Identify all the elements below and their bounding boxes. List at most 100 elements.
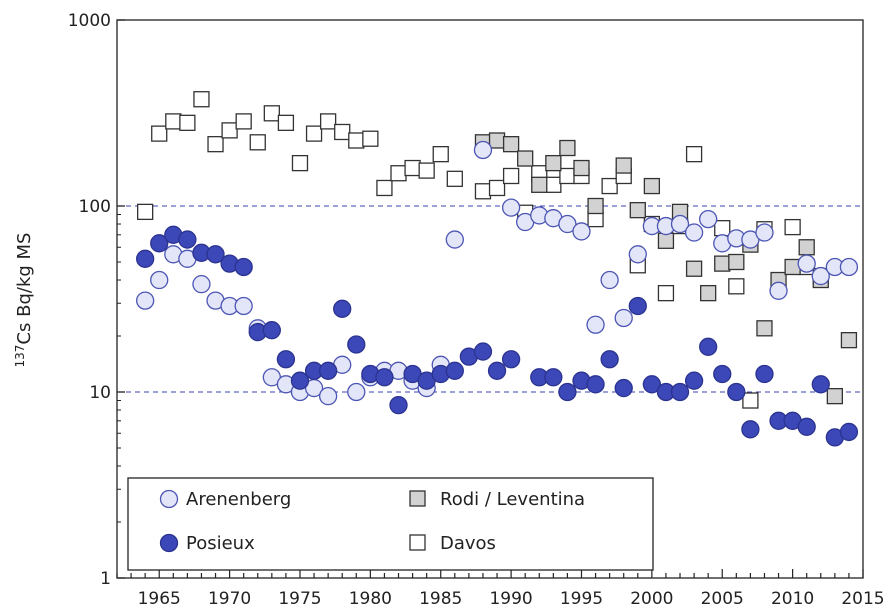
data-point-posieux	[375, 368, 394, 387]
data-point-arenenberg	[347, 382, 366, 402]
data-point-davos	[657, 284, 675, 302]
y-tick-label: 10	[89, 383, 111, 403]
data-point-posieux	[290, 371, 310, 390]
plot-frame	[116, 19, 864, 579]
data-point-posieux	[699, 337, 718, 356]
data-point-arenenberg	[318, 386, 338, 406]
data-point-rodi-leventina	[531, 176, 548, 193]
data-point-davos	[207, 136, 224, 153]
data-point-davos	[728, 278, 745, 295]
data-point-davos	[390, 165, 407, 182]
data-point-rodi-leventina	[559, 139, 576, 157]
data-point-davos	[362, 130, 379, 147]
data-point-arenenberg	[699, 209, 718, 229]
data-point-rodi-leventina	[685, 260, 703, 277]
data-point-davos	[151, 125, 168, 142]
data-point-arenenberg	[614, 308, 633, 328]
data-point-davos	[221, 122, 238, 139]
data-point-arenenberg	[684, 223, 704, 242]
data-point-rodi-leventina	[545, 154, 562, 172]
data-point-arenenberg	[473, 140, 493, 160]
data-point-rodi-leventina	[826, 387, 843, 405]
x-tick-label: 2010	[771, 589, 814, 609]
data-point-rodi-leventina	[573, 159, 590, 177]
data-point-davos	[474, 183, 492, 200]
data-point-arenenberg	[769, 281, 788, 300]
data-point-posieux	[684, 371, 704, 390]
data-point-posieux	[839, 422, 859, 442]
data-point-posieux	[586, 375, 605, 394]
data-point-davos	[235, 113, 252, 130]
data-point-posieux	[628, 296, 647, 316]
data-point-arenenberg	[797, 254, 816, 273]
y-tick-label: 1	[100, 569, 111, 589]
data-point-arenenberg	[600, 270, 619, 290]
y-axis-ticks: 1 10 100 1000	[68, 11, 125, 589]
x-tick-label: 1970	[208, 589, 251, 609]
data-point-davos	[263, 105, 280, 122]
x-tick-label: 2000	[630, 589, 673, 609]
data-point-davos	[404, 159, 421, 177]
data-point-rodi-leventina	[629, 201, 646, 219]
data-point-rodi-leventina	[643, 177, 661, 195]
legend-box	[127, 477, 654, 571]
data-point-rodi-leventina	[700, 284, 717, 302]
x-axis-ticks: 1965 1970 1975 1980 1985 1990 1995 2000 2005 2010…	[116, 569, 885, 609]
data-point-posieux	[150, 234, 169, 253]
legend-marker-davos	[409, 534, 426, 551]
data-point-posieux	[347, 335, 366, 354]
data-point-posieux	[670, 382, 690, 402]
data-point-davos	[277, 114, 295, 131]
data-point-arenenberg	[192, 275, 211, 294]
legend-marker-posieux	[159, 533, 179, 553]
data-point-arenenberg	[755, 223, 774, 242]
data-point-posieux	[389, 395, 408, 415]
data-point-arenenberg	[558, 214, 577, 234]
data-point-posieux	[206, 245, 225, 264]
data-point-posieux	[797, 417, 816, 436]
data-point-davos	[334, 123, 351, 141]
data-point-posieux	[136, 249, 155, 268]
data-point-davos	[488, 179, 506, 197]
data-point-davos	[601, 177, 618, 195]
data-point-posieux	[755, 364, 774, 384]
data-point-rodi-leventina	[756, 320, 773, 337]
data-point-rodi-leventina	[840, 332, 858, 349]
data-point-rodi-leventina	[728, 253, 745, 271]
data-point-arenenberg	[839, 257, 859, 277]
data-point-davos	[249, 134, 266, 151]
legend: Arenenberg Posieux Rodi / Leventina Davo…	[127, 477, 654, 571]
data-point-davos	[165, 113, 182, 130]
data-point-posieux	[178, 230, 197, 249]
data-point-davos	[784, 218, 801, 236]
data-point-davos	[559, 167, 576, 185]
data-point-posieux	[741, 420, 760, 439]
x-tick-label: 1975	[278, 589, 321, 609]
data-point-posieux	[276, 350, 296, 369]
x-tick-label: 1995	[560, 589, 603, 609]
data-point-posieux	[501, 350, 521, 369]
data-point-arenenberg	[811, 266, 830, 286]
data-point-davos	[685, 146, 703, 163]
legend-label-rodi-leventina: Rodi / Leventina	[440, 489, 585, 510]
data-point-posieux	[473, 342, 493, 361]
data-point-posieux	[318, 361, 338, 380]
data-point-davos	[348, 132, 365, 149]
y-axis-label: 137Cs Bq/kg MS	[13, 233, 35, 368]
data-point-arenenberg	[150, 270, 169, 290]
data-point-rodi-leventina	[502, 136, 520, 153]
data-point-davos	[502, 167, 520, 185]
data-point-davos	[376, 179, 393, 197]
data-point-davos	[179, 114, 196, 131]
y-axis-label-text: Cs Bq/kg MS	[14, 233, 35, 345]
x-tick-label: 2015	[841, 589, 884, 609]
data-point-davos	[545, 176, 562, 193]
data-point-arenenberg	[136, 291, 155, 310]
data-point-davos	[291, 154, 309, 172]
data-point-rodi-leventina	[615, 157, 632, 174]
data-point-davos	[305, 125, 323, 142]
data-point-davos	[137, 203, 154, 221]
data-point-rodi-leventina	[587, 197, 604, 215]
data-point-rodi-leventina	[714, 255, 731, 272]
x-tick-label: 2005	[701, 589, 744, 609]
